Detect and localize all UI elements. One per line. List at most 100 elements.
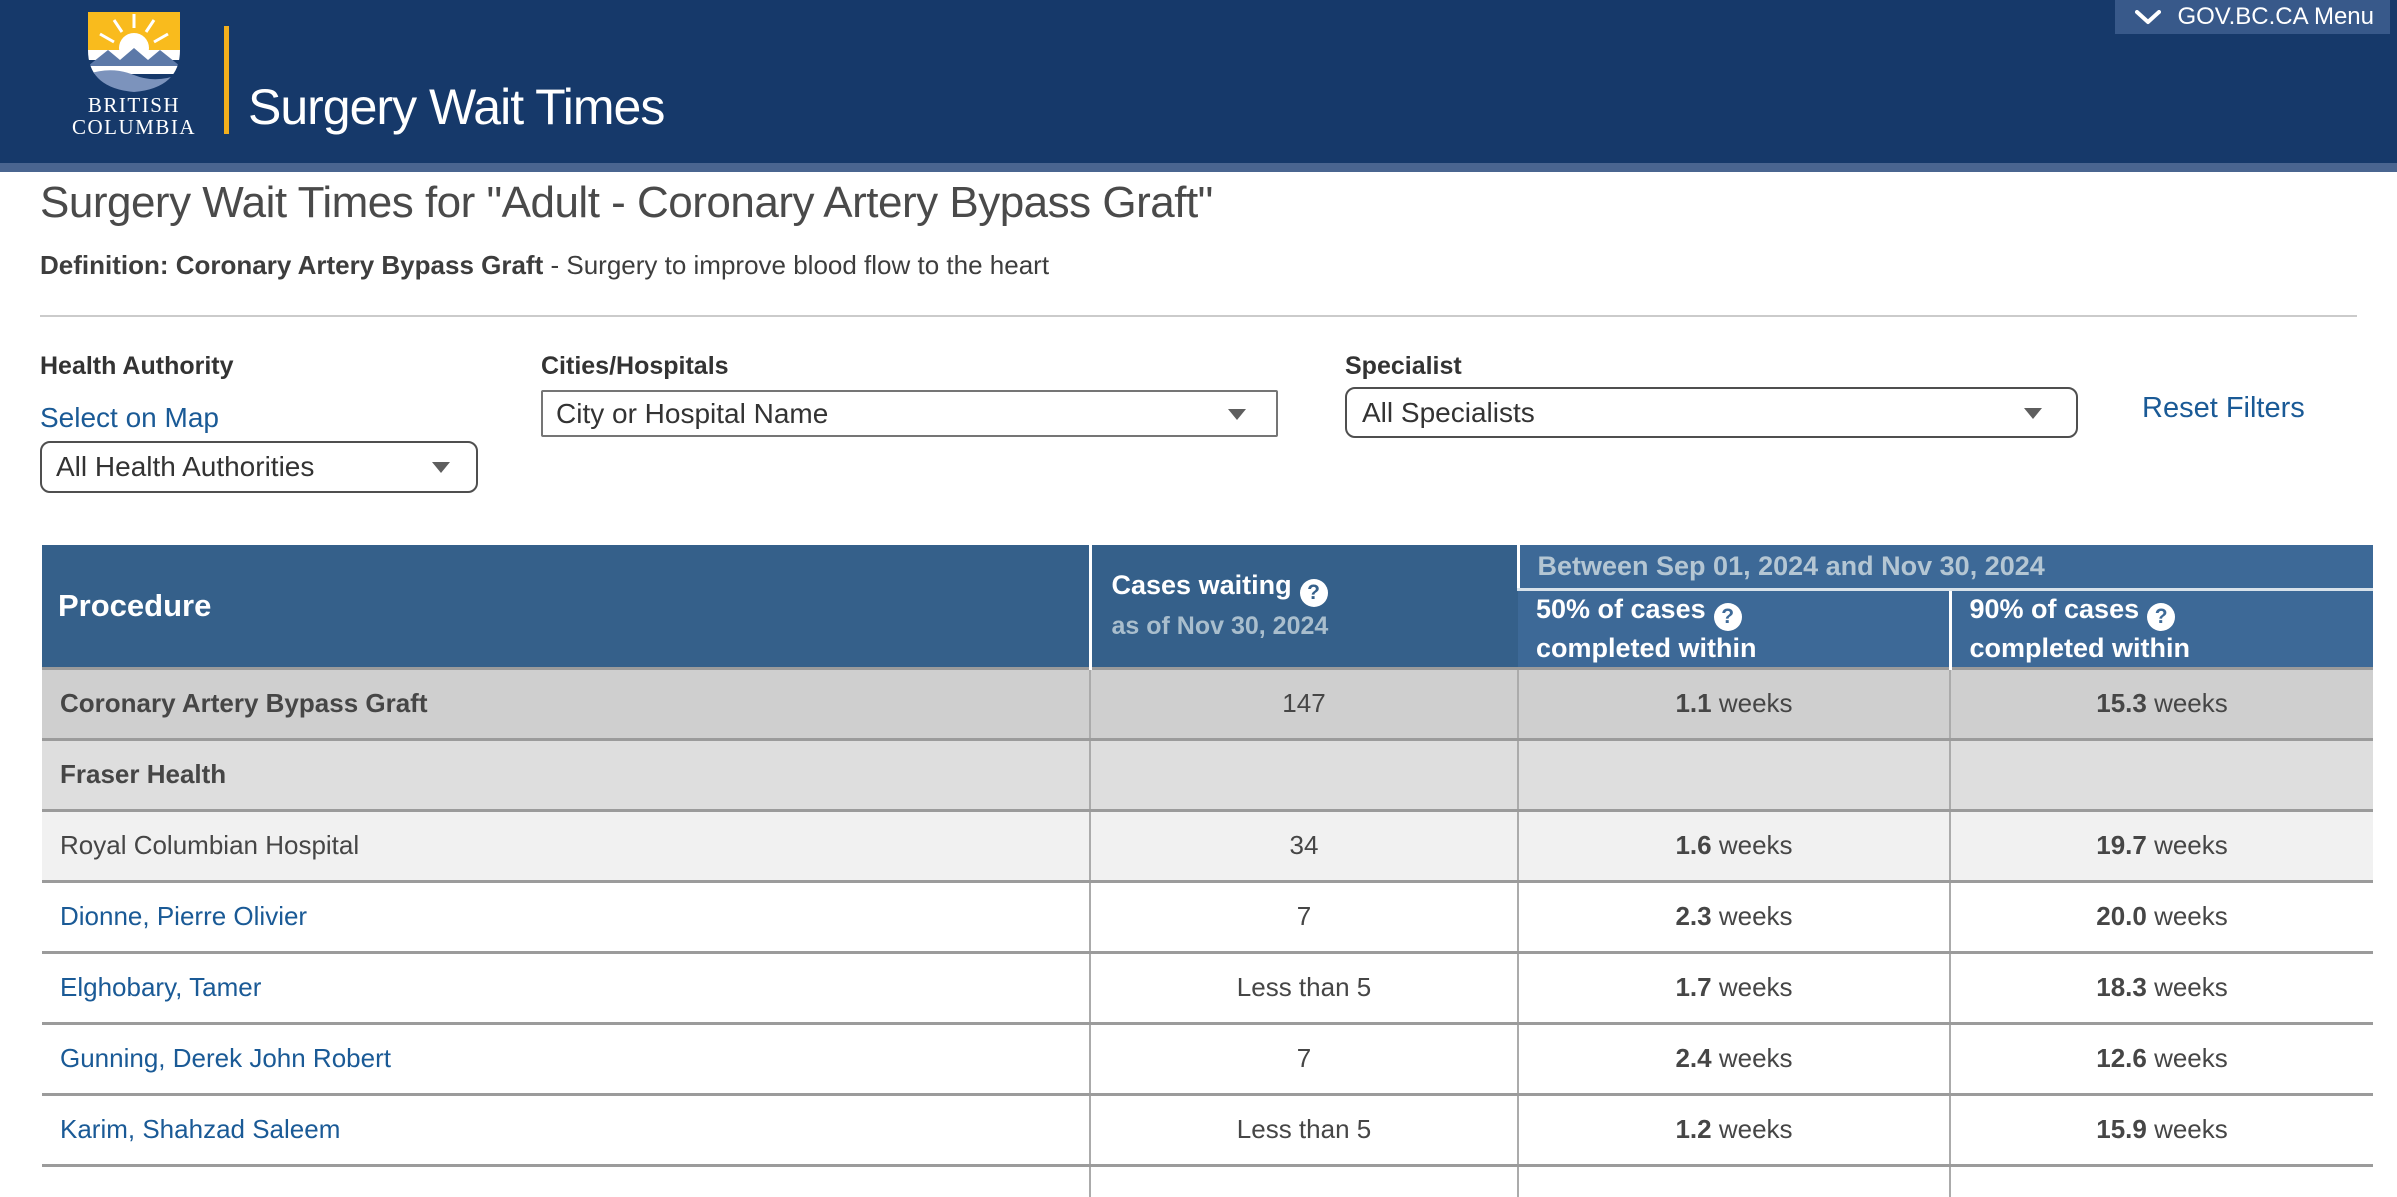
health-authority-value: All Health Authorities — [56, 451, 315, 482]
cases-waiting-label: Cases waiting — [1111, 570, 1292, 601]
select-on-map-link[interactable]: Select on Map — [40, 402, 219, 433]
partial-cell — [1948, 1163, 2374, 1197]
p90-unit: weeks — [2146, 830, 2228, 860]
p90-cell: 12.6 weeks — [1948, 1021, 2374, 1094]
dropdown-arrow-icon — [432, 462, 450, 473]
reset-filters-link[interactable]: Reset Filters — [2142, 392, 2305, 424]
table-header-row-group: Procedure Cases waiting? as of Nov 30, 2… — [42, 545, 2374, 668]
cases-waiting-cell: Less than 5 — [1089, 1092, 1518, 1165]
cases-waiting-cell: Less than 5 — [1089, 950, 1518, 1023]
chevron-down-icon — [2135, 9, 2162, 24]
partial-cell — [42, 1163, 1090, 1197]
p50-cell: 2.3 weeks — [1517, 879, 1950, 952]
app-title: Surgery Wait Times — [248, 79, 665, 135]
p90-unit: weeks — [2146, 688, 2228, 718]
bc-logo-wordmark: BRITISH COLUMBIA — [71, 93, 196, 139]
table-row-surgeon: Dionne, Pierre Olivier 7 2.3 weeks 20.0 … — [42, 879, 2374, 952]
cases-waiting-column-header[interactable]: Cases waiting? as of Nov 30, 2024 — [1088, 545, 1518, 668]
table-row-hospital: Royal Columbian Hospital 34 1.6 weeks 19… — [42, 808, 2374, 881]
help-icon[interactable]: ? — [1299, 579, 1328, 608]
p50-unit: weeks — [1711, 830, 1793, 860]
p90-column-header[interactable]: 90% of cases? completed within — [1948, 589, 2374, 668]
p50-unit: weeks — [1711, 1043, 1793, 1073]
definition-text: - Surgery to improve blood flow to the h… — [543, 250, 1050, 280]
p90-value: 20.0 — [2096, 901, 2147, 931]
p50-column-header[interactable]: 50% of cases? completed within — [1518, 589, 1950, 668]
procedure-header-label: Procedure — [58, 587, 212, 623]
table-row-health-authority: Fraser Health — [42, 737, 2374, 810]
p50-label: 50% of cases — [1536, 594, 1706, 624]
table-row-procedure-total: Coronary Artery Bypass Graft 147 1.1 wee… — [42, 666, 2374, 739]
cases-waiting-cell — [1089, 737, 1518, 810]
surgeon-cell: Elghobary, Tamer — [42, 950, 1090, 1023]
definition-label: Definition: Coronary Artery Bypass Graft — [40, 250, 544, 280]
divider — [40, 315, 2357, 317]
p90-value: 15.3 — [2096, 688, 2147, 718]
p90-cell: 20.0 weeks — [1948, 879, 2374, 952]
hospital-cell: Royal Columbian Hospital — [42, 808, 1090, 881]
date-range-group-header: Between Sep 01, 2024 and Nov 30, 2024 — [1516, 545, 2374, 591]
p90-value: 18.3 — [2096, 972, 2147, 1002]
dropdown-arrow-icon — [2024, 407, 2042, 419]
govbcca-menu-button[interactable]: GOV.BC.CA Menu — [2115, 0, 2390, 34]
p50-value: 1.7 — [1675, 972, 1712, 1002]
p50-value: 1.6 — [1675, 830, 1712, 860]
p90-cell: 15.3 weeks — [1948, 666, 2374, 739]
specialist-label: Specialist — [1345, 352, 1462, 380]
cases-waiting-cell: 147 — [1089, 666, 1518, 739]
cities-hospitals-label: Cities/Hospitals — [541, 352, 729, 380]
procedure-definition: Definition: Coronary Artery Bypass Graft… — [40, 250, 1049, 281]
partial-cell — [1089, 1163, 1518, 1197]
surgeon-cell: Dionne, Pierre Olivier — [42, 879, 1090, 952]
p50-label-line2: completed within — [1536, 633, 1757, 663]
surgeon-cell: Gunning, Derek John Robert — [42, 1021, 1090, 1094]
surgeon-link[interactable]: Karim, Shahzad Saleem — [60, 1114, 341, 1144]
p90-value: 15.9 — [2096, 1114, 2147, 1144]
specialist-select[interactable]: All Specialists — [1345, 387, 2078, 438]
gold-divider — [224, 26, 229, 134]
masthead-strip — [0, 163, 2397, 172]
masthead: BRITISH COLUMBIA Surgery Wait Times GOV.… — [0, 0, 2397, 163]
cases-waiting-subtitle: as of Nov 30, 2024 — [1111, 612, 1329, 641]
cases-waiting-cell: 7 — [1089, 879, 1518, 952]
surgeon-link[interactable]: Elghobary, Tamer — [60, 972, 262, 1002]
p50-value: 1.1 — [1675, 688, 1712, 718]
partial-cell — [1517, 1163, 1950, 1197]
p90-label-line2: completed within — [1969, 633, 2191, 663]
p50-unit: weeks — [1711, 901, 1793, 931]
city-hospital-placeholder: City or Hospital Name — [556, 397, 829, 429]
p90-unit: weeks — [2146, 901, 2228, 931]
p90-unit: weeks — [2146, 972, 2228, 1002]
procedure-column-header[interactable]: Procedure — [42, 545, 1090, 668]
health-authority-label: Health Authority — [40, 352, 234, 380]
table-row-partial — [42, 1163, 2374, 1197]
p90-value: 19.7 — [2096, 830, 2147, 860]
p50-cell — [1517, 737, 1950, 810]
surgeon-cell: Karim, Shahzad Saleem — [42, 1092, 1090, 1165]
p50-cell: 1.1 weeks — [1517, 666, 1950, 739]
p90-label: 90% of cases — [1969, 594, 2140, 624]
table-row-surgeon: Gunning, Derek John Robert 7 2.4 weeks 1… — [42, 1021, 2374, 1094]
p90-unit: weeks — [2146, 1114, 2228, 1144]
p50-cell: 1.6 weeks — [1517, 808, 1950, 881]
p50-cell: 1.2 weeks — [1517, 1092, 1950, 1165]
health-authority-select[interactable]: All Health Authorities — [40, 441, 478, 493]
p50-unit: weeks — [1711, 1114, 1793, 1144]
specialist-value: All Specialists — [1362, 396, 1535, 428]
cases-waiting-cell: 7 — [1089, 1021, 1518, 1094]
p90-cell: 18.3 weeks — [1948, 950, 2374, 1023]
p90-cell: 15.9 weeks — [1948, 1092, 2374, 1165]
help-icon[interactable]: ? — [1713, 603, 1742, 631]
p90-cell — [1948, 737, 2374, 810]
cases-waiting-cell: 34 — [1089, 808, 1518, 881]
region-cell: Fraser Health — [42, 737, 1090, 810]
p50-value: 2.3 — [1675, 901, 1712, 931]
help-icon[interactable]: ? — [2147, 603, 2176, 631]
page-title: Surgery Wait Times for "Adult - Coronary… — [40, 178, 1213, 227]
surgeon-link[interactable]: Gunning, Derek John Robert — [60, 1043, 391, 1073]
city-hospital-input[interactable]: City or Hospital Name — [541, 390, 1278, 437]
wait-times-table: Procedure Cases waiting? as of Nov 30, 2… — [42, 545, 2374, 1197]
table-row-surgeon: Elghobary, Tamer Less than 5 1.7 weeks 1… — [42, 950, 2374, 1023]
surgeon-link[interactable]: Dionne, Pierre Olivier — [60, 901, 308, 931]
